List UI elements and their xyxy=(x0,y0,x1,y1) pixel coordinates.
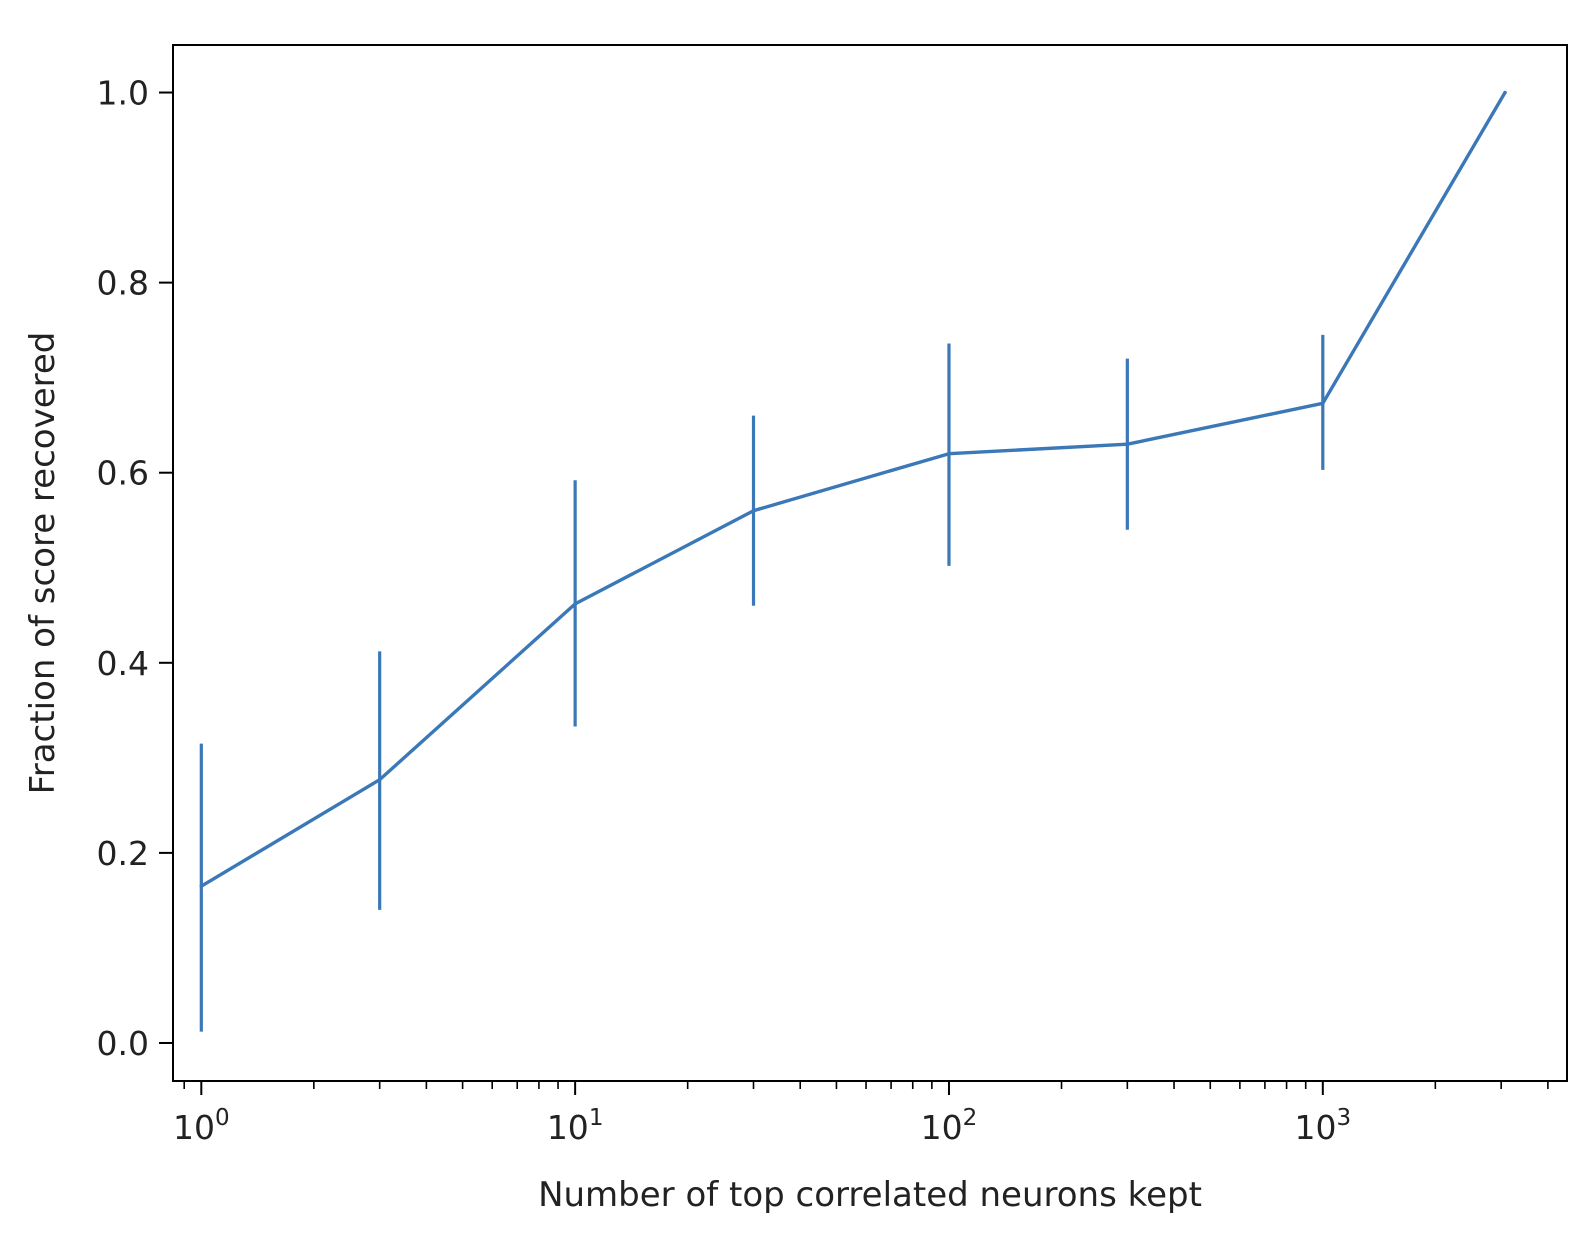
x-tick-label-exponent: 1 xyxy=(589,1105,604,1131)
data-point xyxy=(947,451,951,456)
data-point xyxy=(377,778,382,782)
x-tick-label-exponent: 0 xyxy=(215,1105,230,1131)
x-tick-label-exponent: 2 xyxy=(963,1105,978,1131)
plot-frame xyxy=(172,44,1568,1082)
x-tick-label: 101 xyxy=(547,1105,604,1147)
x-tick-label: 103 xyxy=(1294,1105,1351,1147)
axis-ticks xyxy=(159,91,1324,1095)
data-point xyxy=(1125,442,1130,446)
x-tick-label-base: 10 xyxy=(173,1108,215,1147)
y-tick-label: 0.2 xyxy=(97,834,149,873)
series-layer xyxy=(199,90,1507,888)
data-point xyxy=(573,602,577,606)
x-tick-label: 100 xyxy=(173,1105,230,1147)
x-tick-label-exponent: 3 xyxy=(1336,1105,1351,1131)
plot-area xyxy=(173,45,1567,1081)
data-point xyxy=(1321,401,1325,406)
data-point xyxy=(751,509,756,513)
series-line xyxy=(199,90,1507,888)
data-point xyxy=(199,884,204,888)
x-tick-label-base: 10 xyxy=(547,1108,589,1147)
data-point xyxy=(1503,90,1507,95)
x-tick-label-base: 10 xyxy=(1294,1108,1336,1147)
x-tick-label: 102 xyxy=(921,1105,978,1147)
y-tick-label: 0.8 xyxy=(97,264,149,303)
y-tick-label: 1.0 xyxy=(97,74,149,113)
x-axis-label: Number of top correlated neurons kept xyxy=(538,1175,1202,1215)
x-tick-label-base: 10 xyxy=(921,1108,963,1147)
y-tick-label: 0.0 xyxy=(97,1024,149,1063)
y-axis-label: Fraction of score recovered xyxy=(23,332,63,795)
y-tick-label: 0.6 xyxy=(97,454,149,493)
y-tick-label: 0.4 xyxy=(97,644,149,683)
x-minor-ticks xyxy=(183,1081,1549,1089)
